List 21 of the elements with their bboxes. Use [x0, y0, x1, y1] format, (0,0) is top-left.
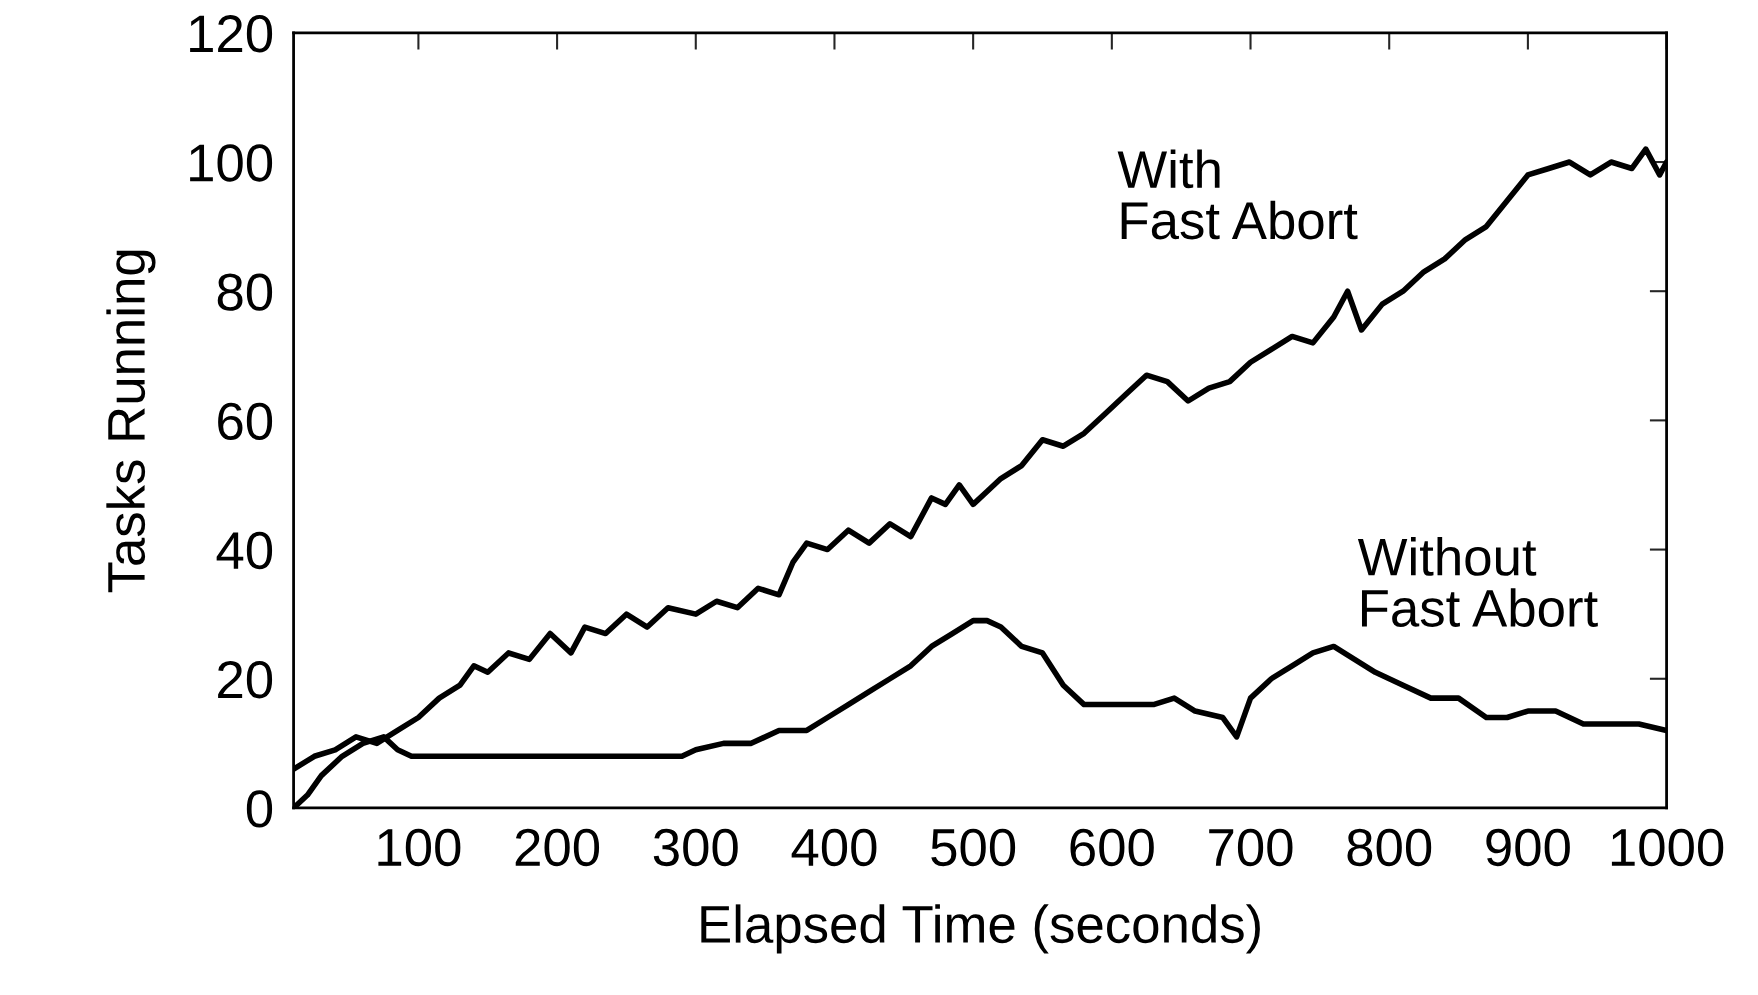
y-tick-label: 40 — [216, 531, 273, 570]
y-tick-label: 120 — [190, 15, 273, 53]
x-tick-label: 100 — [378, 828, 461, 867]
y-tick-label: 0 — [246, 790, 273, 828]
x-tick-label: 400 — [791, 828, 877, 867]
y-tick-label: 20 — [218, 661, 273, 699]
x-tick-label: 300 — [653, 828, 738, 867]
x-axis-title: Elapsed Time (seconds) — [701, 904, 1260, 954]
x-tick-label: 1000 — [1611, 828, 1724, 867]
annotation: With Fast Abort — [1117, 149, 1358, 240]
x-tick-label: 500 — [931, 828, 1016, 867]
y-axis-title: Tasks Running — [106, 250, 156, 593]
y-tick-label: 80 — [217, 273, 273, 311]
annotation: Without Fast Abort — [1357, 537, 1598, 627]
y-tick-label: 60 — [218, 402, 273, 441]
x-tick-label: 600 — [1070, 828, 1154, 867]
x-tick-label: 900 — [1486, 828, 1570, 867]
x-tick-label: 200 — [515, 828, 600, 867]
y-tick-label: 100 — [190, 144, 273, 182]
x-tick-label: 800 — [1347, 828, 1432, 867]
x-tick-label: 700 — [1209, 828, 1293, 867]
